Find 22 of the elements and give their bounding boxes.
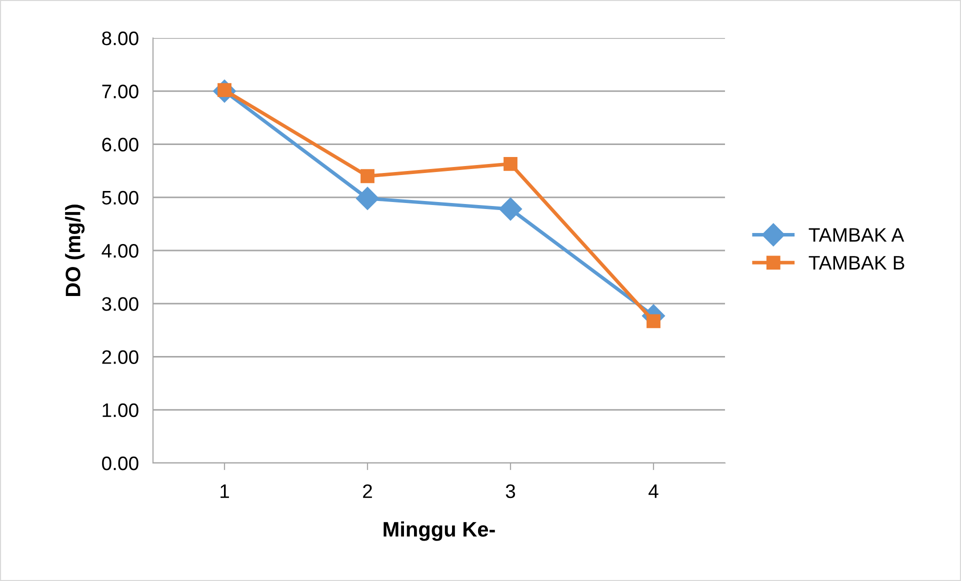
- x-axis-title: Minggu Ke-: [384, 521, 495, 541]
- x-tick-label: 2: [363, 484, 372, 498]
- x-tick-label: 3: [506, 484, 516, 498]
- x-tick-label: 1: [220, 484, 229, 498]
- y-tick-label: 8.00: [102, 31, 138, 46]
- y-tick-label: 2.00: [102, 350, 138, 364]
- point: [646, 314, 660, 328]
- point: [356, 186, 379, 210]
- y-tick-label: 0.00: [102, 456, 138, 470]
- y-tick-label: 3.00: [102, 297, 138, 311]
- y-tick-label: 5.00: [102, 190, 138, 205]
- y-tick-label: 4.00: [102, 244, 138, 258]
- point: [360, 169, 374, 184]
- y-axis-title: DO (mg/l): [65, 204, 85, 296]
- y-tick-label: 1.00: [102, 403, 138, 418]
- legend-label: TAMBAK A: [808, 228, 904, 242]
- legend-label: TAMBAK B: [808, 256, 904, 270]
- y-tick-label: 6.00: [102, 138, 138, 152]
- point: [504, 156, 518, 171]
- y-tick-label: 7.00: [102, 84, 138, 98]
- x-tick-label: 4: [648, 484, 658, 498]
- point: [499, 198, 522, 221]
